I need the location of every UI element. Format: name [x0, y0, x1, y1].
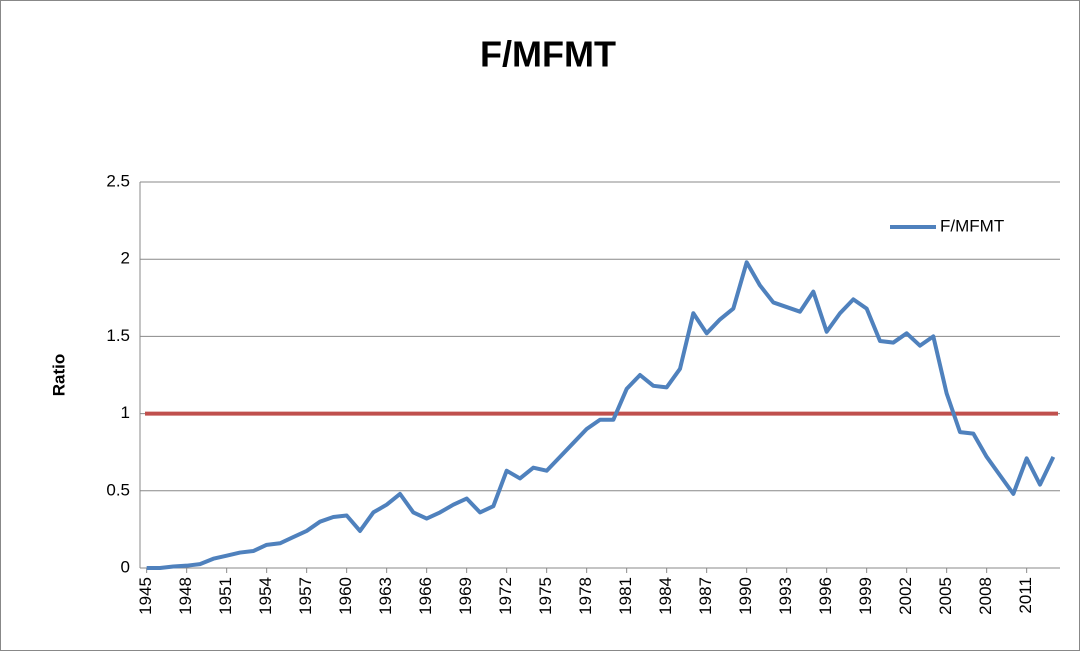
x-tick-label: 1978	[576, 577, 595, 615]
y-tick-label: 1	[121, 403, 130, 422]
x-tick-label: 1963	[376, 577, 395, 615]
x-tick-label: 1993	[776, 577, 795, 615]
x-tick-label: 1972	[496, 577, 515, 615]
y-tick-label: 0.5	[106, 480, 130, 499]
x-tick-label: 1981	[616, 577, 635, 615]
x-tick-label: 2011	[1016, 577, 1035, 614]
x-tick-label: 2008	[976, 577, 995, 615]
x-tick-label: 1975	[536, 577, 555, 615]
x-tick-label: 1954	[256, 577, 275, 615]
y-tick-label: 0	[121, 557, 130, 576]
x-tick-label: 1966	[416, 577, 435, 615]
y-axis-label: Ratio	[49, 354, 68, 397]
y-tick-label: 1.5	[106, 326, 130, 345]
x-tick-label: 1948	[176, 577, 195, 615]
x-tick-label: 1957	[296, 577, 315, 615]
chart-title: F/MFMT	[480, 34, 616, 75]
x-tick-label: 2002	[896, 577, 915, 615]
data-line	[146, 260, 1056, 570]
y-tick-label: 2.5	[106, 171, 130, 190]
x-tick-label: 1969	[456, 577, 475, 615]
x-tick-label: 1987	[696, 577, 715, 615]
x-tick-label: 1999	[856, 577, 875, 615]
x-tick-label: 1945	[136, 577, 155, 615]
x-tick-label: 1984	[656, 577, 675, 615]
x-tick-label: 1990	[736, 577, 755, 615]
y-tick-label: 2	[121, 249, 130, 268]
x-tick-label: 1996	[816, 577, 835, 615]
x-tick-label: 1960	[336, 577, 355, 615]
x-tick-label: 1951	[216, 577, 235, 615]
legend-label: F/MFMT	[940, 216, 1004, 235]
x-tick-label: 2005	[936, 577, 955, 615]
